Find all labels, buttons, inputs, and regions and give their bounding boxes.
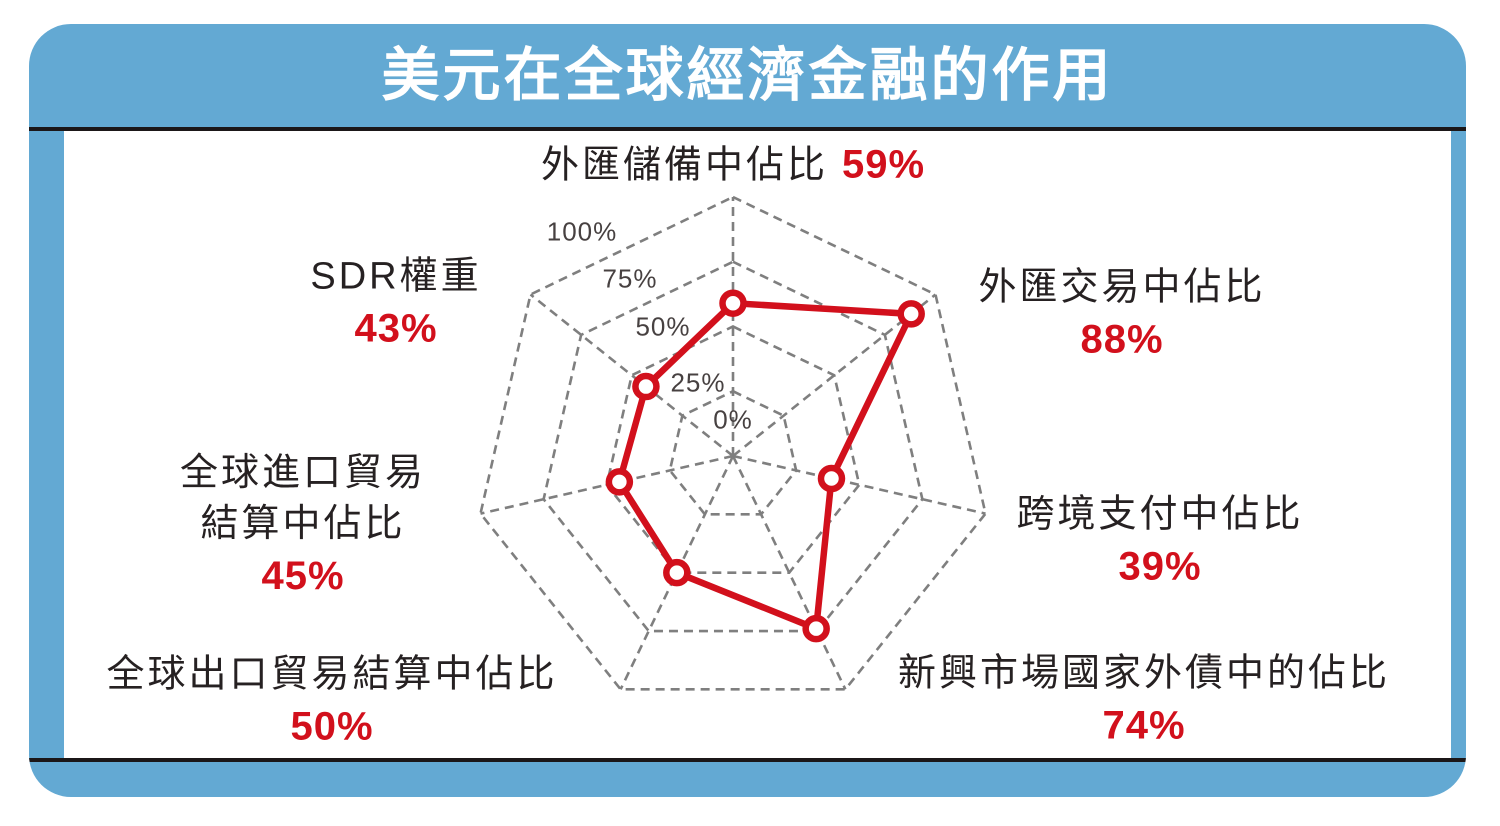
- axis-label-em-external-debt: 新興市場國家外債中的佔比 74%: [898, 649, 1390, 752]
- axis-label-import-settlement: 全球進口貿易 結算中佔比 45%: [180, 448, 426, 602]
- chart-card: 100% 75% 50% 25% 0% 外匯儲備中佔比 59% 外匯交易中佔比 …: [64, 131, 1451, 758]
- axis-value: 45%: [261, 554, 345, 598]
- axis-label-export-settlement: 全球出口貿易結算中佔比 50%: [106, 650, 557, 753]
- title-band: 美元在全球經濟金融的作用: [29, 24, 1466, 127]
- axis-label-fx-reserves: 外匯儲備中佔比 59%: [541, 139, 925, 192]
- axis-value: 43%: [354, 306, 438, 351]
- bottom-divider: [29, 758, 1466, 762]
- axis-label-text-line2: 結算中佔比: [200, 503, 406, 545]
- axis-value: 50%: [290, 704, 374, 749]
- axis-label-text: 外匯儲備中佔比: [540, 144, 828, 187]
- top-divider: [29, 127, 1466, 131]
- axis-label-text: 跨境支付中佔比: [1016, 493, 1304, 536]
- axis-value: 74%: [1102, 703, 1186, 748]
- tick-50: 50%: [635, 311, 691, 342]
- axis-value: 88%: [1080, 317, 1164, 362]
- axis-label-fx-trading: 外匯交易中佔比 88%: [978, 263, 1265, 366]
- axis-value: 39%: [1118, 544, 1202, 589]
- bottom-band: [29, 762, 1466, 797]
- axis-label-text-line1: 全球進口貿易: [179, 452, 427, 494]
- axis-label-cross-border-payments: 跨境支付中佔比 39%: [1016, 490, 1303, 593]
- axis-label-text: SDR權重: [310, 255, 482, 298]
- infographic-frame: 美元在全球經濟金融的作用 100% 75% 50% 25% 0% 外匯儲備中佔比…: [29, 24, 1466, 797]
- axis-value: 59%: [841, 142, 926, 187]
- radar-chart: [479, 195, 987, 691]
- tick-25: 25%: [670, 367, 726, 398]
- page-title: 美元在全球經濟金融的作用: [381, 42, 1114, 108]
- axis-label-text: 全球出口貿易結算中佔比: [106, 653, 558, 696]
- axis-label-text: 外匯交易中佔比: [978, 266, 1266, 309]
- tick-75: 75%: [602, 263, 658, 294]
- axis-label-sdr-weight: SDR權重 43%: [310, 252, 481, 355]
- tick-0: 0%: [713, 404, 753, 435]
- axis-label-text: 新興市場國家外債中的佔比: [897, 652, 1391, 695]
- tick-100: 100%: [546, 216, 618, 247]
